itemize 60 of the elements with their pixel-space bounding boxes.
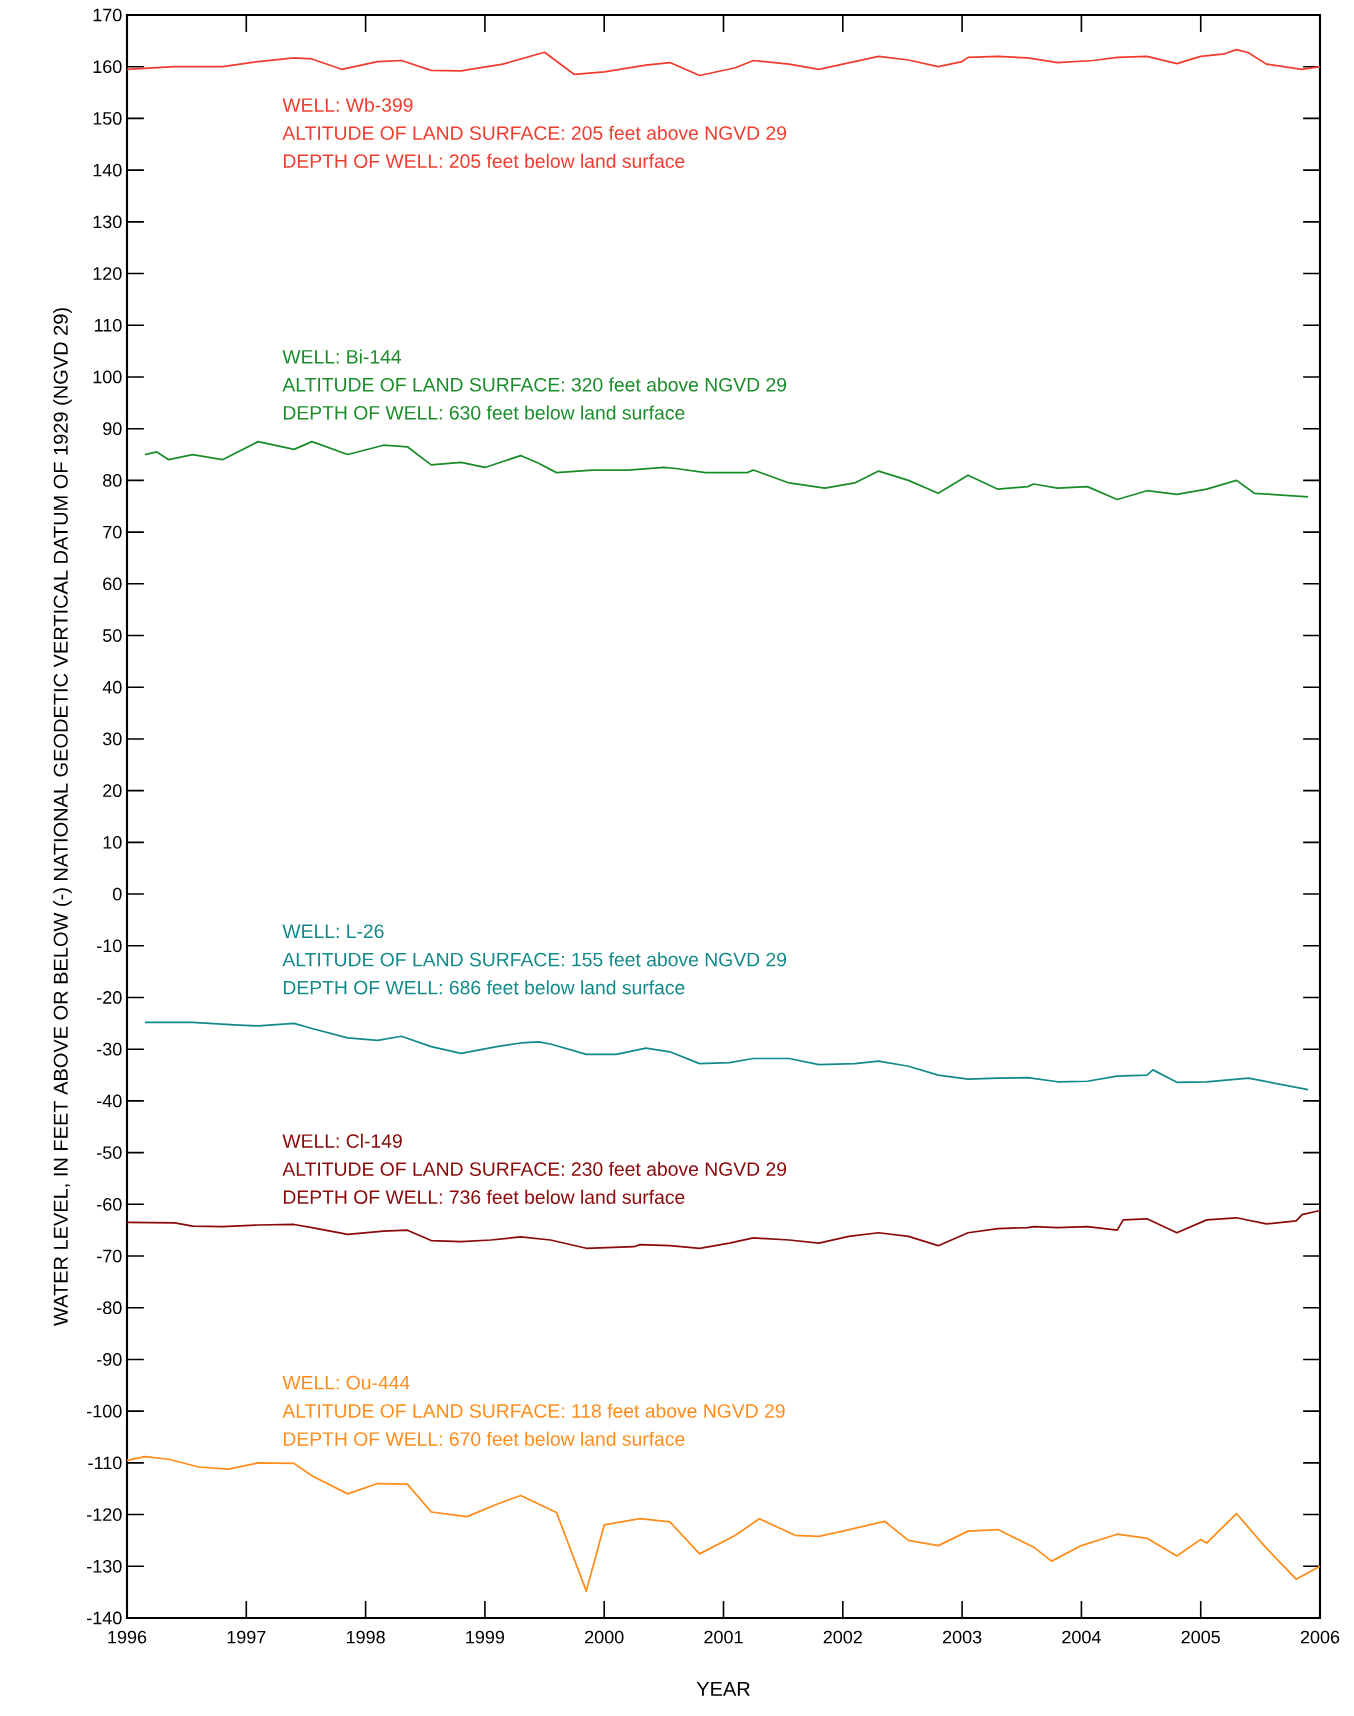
y-tick-label: -30 xyxy=(97,1042,122,1056)
annotation: DEPTH OF WELL: 736 feet below land surface xyxy=(283,1189,685,1204)
x-tick-label: 2005 xyxy=(1181,1630,1220,1644)
annotation: ALTITUDE OF LAND SURFACE: 155 feet above NGVD 29 xyxy=(282,952,787,967)
y-tick-label: 110 xyxy=(94,318,122,332)
y-tick-label: 120 xyxy=(93,267,122,280)
x-tick-label: 2003 xyxy=(942,1630,982,1644)
y-tick-label: -40 xyxy=(97,1094,122,1108)
annotation: ALTITUDE OF LAND SURFACE: 320 feet above NGVD 29 xyxy=(282,377,787,392)
x-axis-title: YEAR xyxy=(696,1681,750,1696)
y-tick-label: -100 xyxy=(87,1404,122,1418)
y-tick-label: 0 xyxy=(112,887,122,901)
y-tick-label: -80 xyxy=(97,1301,122,1315)
y-tick-label: -130 xyxy=(87,1559,122,1573)
x-tick-label: 2004 xyxy=(1062,1630,1101,1644)
x-tick-label: 2002 xyxy=(823,1630,862,1644)
annotation: WELL: L-26 xyxy=(282,924,384,939)
y-tick-label: 60 xyxy=(103,577,122,591)
x-tick-label: 2006 xyxy=(1300,1630,1340,1644)
x-tick-label: 2000 xyxy=(585,1630,624,1644)
y-tick-label: -50 xyxy=(97,1146,122,1159)
annotation: ALTITUDE OF LAND SURFACE: 205 feet above NGVD 29 xyxy=(282,125,787,140)
x-tick-label: 1998 xyxy=(346,1630,385,1644)
annotation: DEPTH OF WELL: 686 feet below land surface xyxy=(283,980,685,995)
y-tick-label: 90 xyxy=(103,422,122,436)
y-tick-label: -90 xyxy=(97,1353,122,1366)
annotation: WELL: Cl-149 xyxy=(282,1133,402,1148)
y-tick-label: -140 xyxy=(87,1611,122,1625)
annotation: WELL: Bi-144 xyxy=(282,349,402,364)
y-tick-label: 160 xyxy=(93,60,122,74)
y-tick-label: 100 xyxy=(93,370,122,384)
annotation: ALTITUDE OF LAND SURFACE: 118 feet above NGVD 29 xyxy=(282,1403,785,1418)
y-tick-label: -110 xyxy=(88,1456,122,1470)
x-tick-label: 1999 xyxy=(466,1630,505,1644)
y-tick-label: -10 xyxy=(97,939,122,953)
y-tick-label: -120 xyxy=(87,1508,122,1521)
y-tick-label: -20 xyxy=(97,991,122,1004)
y-tick-label: -60 xyxy=(97,1197,122,1211)
y-tick-label: 50 xyxy=(102,629,122,642)
y-tick-label: 140 xyxy=(93,163,122,177)
y-tick-label: 80 xyxy=(103,474,122,487)
annotation: WELL: Ou-444 xyxy=(282,1375,410,1390)
y-tick-label: 130 xyxy=(93,215,122,229)
y-axis-title: WATER LEVEL, IN FEET ABOVE OR BELOW (-) NATIONAL GEODETIC VERTICAL DATUM OF 1929 (NGVD 29) xyxy=(53,308,72,1326)
annotation: WELL: Wb-399 xyxy=(282,97,413,112)
annotation: ALTITUDE OF LAND SURFACE: 230 feet above NGVD 29 xyxy=(282,1161,787,1176)
annotation: DEPTH OF WELL: 670 feet below land surface xyxy=(283,1431,685,1446)
y-tick-label: 70 xyxy=(103,525,122,539)
y-tick-label: 20 xyxy=(103,784,122,798)
y-tick-label: 170 xyxy=(93,8,122,22)
x-tick-label: 2001 xyxy=(704,1630,743,1644)
y-tick-label: 30 xyxy=(102,732,122,746)
annotation: DEPTH OF WELL: 630 feet below land surface xyxy=(283,405,685,420)
y-tick-label: -70 xyxy=(97,1249,122,1263)
y-tick-label: 40 xyxy=(102,680,122,694)
x-tick-label: 1996 xyxy=(108,1630,147,1644)
y-tick-label: 10 xyxy=(103,835,122,849)
x-tick-label: 1997 xyxy=(227,1630,266,1644)
y-tick-label: 150 xyxy=(93,112,122,125)
annotation: DEPTH OF WELL: 205 feet below land surface xyxy=(283,153,685,168)
